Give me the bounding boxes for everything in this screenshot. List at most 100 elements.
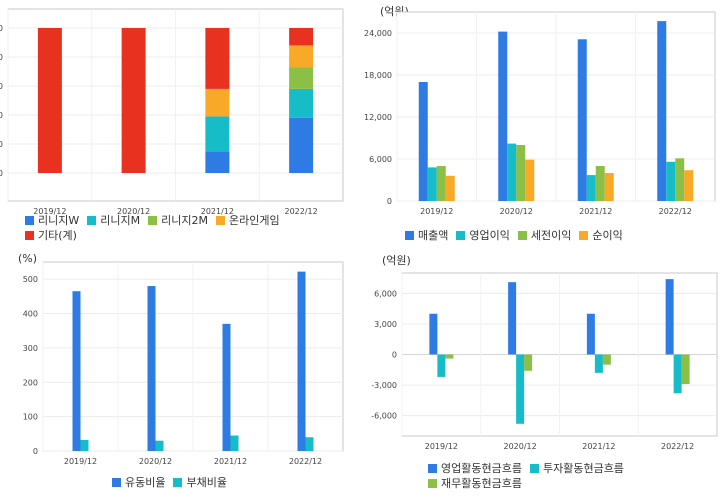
bar [305, 437, 314, 451]
legend-label: 기타(계) [38, 229, 77, 242]
x-tick-label: 2022/12 [285, 207, 318, 216]
bar [437, 354, 446, 377]
legend-item: 리니지W [25, 213, 79, 228]
y-tick-label: 300 [23, 344, 38, 353]
bar [516, 145, 526, 201]
bar [498, 31, 508, 201]
x-tick-label: 2020/12 [500, 207, 533, 216]
legend-item: 영업이익 [456, 228, 510, 243]
bar [595, 166, 605, 201]
x-tick-label: 2019/12 [425, 442, 458, 451]
y-tick-label: 0 [392, 351, 397, 360]
revenue-mix-legend: 리니지W 리니지M 리니지2M 온라인게임기타(계) [25, 213, 345, 243]
ratios-panel: (%) 0 100 200 300 400 500 2019/12 2020/12 2021/1… [0, 248, 360, 496]
legend-item: 유동비율 [112, 475, 165, 490]
legend-label: 리니지M [100, 214, 141, 227]
legend-label: 영업이익 [469, 229, 510, 242]
legend-swatch [428, 479, 437, 488]
bar [436, 166, 446, 201]
y-tick-label: 400 [23, 310, 38, 319]
x-tick-label: 2021/12 [582, 442, 615, 451]
legend-item: 투자활동현금흐름 [529, 461, 624, 476]
y-tick-label: 6,000 [369, 155, 392, 164]
x-tick-label: 2020/12 [139, 457, 172, 466]
y-tick-label: -6,000 [371, 412, 397, 421]
x-tick-label: 2022/12 [661, 442, 694, 451]
y-tick-label: 40 [0, 111, 3, 120]
y-tick-label: 20 [0, 140, 3, 149]
bar [445, 175, 455, 201]
legend-swatch [405, 231, 414, 240]
legend-label: 리니지W [38, 214, 80, 227]
x-tick-label: 2022/12 [289, 457, 322, 466]
legend-item: 기타(계) [25, 228, 77, 243]
y-tick-label: 80 [0, 53, 3, 62]
legend-swatch [428, 464, 437, 473]
ratios-unit-label: (%) [18, 252, 38, 265]
legend-item: 매출액 [405, 228, 448, 243]
bar [524, 354, 533, 371]
legend-item: 영업활동현금흐름 [428, 461, 522, 476]
y-tick-label: 200 [23, 378, 38, 387]
bar [525, 159, 535, 201]
bar [604, 173, 614, 201]
bar [222, 323, 231, 451]
x-tick-label: 2021/12 [579, 207, 612, 216]
y-tick-label: 24,000 [364, 29, 392, 38]
bar [427, 167, 437, 201]
x-tick-label: 2021/12 [201, 207, 234, 216]
bar [681, 354, 690, 385]
bar [205, 28, 230, 89]
bar [289, 45, 314, 68]
legend-label: 유동비율 [125, 476, 166, 489]
legend-label: 온라인게임 [228, 214, 280, 227]
y-tick-label: -3,000 [371, 381, 397, 390]
legend-item: 리니지2M [148, 213, 208, 228]
legend-label: 부채비율 [186, 476, 227, 489]
legend-swatch [25, 231, 34, 240]
ratios-chart: 0 100 200 300 400 500 2019/12 2020/12 2021/12 202… [23, 261, 344, 466]
y-tick-label: 6,000 [374, 289, 397, 298]
cashflow-chart: -6,000 -3,000 0 3,000 6,000 2019/12 2020/12 202… [371, 272, 718, 451]
y-tick-label: 0 [0, 169, 3, 178]
cashflow-panel: (억원) -6,000 -3,000 0 3,000 6,000 2019/12 2020/… [360, 248, 720, 496]
x-tick-label: 2019/12 [33, 207, 66, 216]
bar [577, 39, 587, 201]
legend-item: 순이익 [579, 228, 623, 243]
x-tick-label: 2019/12 [64, 457, 97, 466]
bar [80, 440, 89, 451]
bar [429, 313, 438, 355]
legend-swatch [25, 216, 34, 225]
legend-swatch [517, 231, 527, 240]
ratios-legend: 유동비율 부채비율 [112, 475, 352, 490]
bar [72, 291, 81, 451]
legend-swatch [456, 231, 466, 240]
bar [121, 28, 146, 173]
bar [508, 282, 517, 355]
legend-label: 순이익 [592, 229, 623, 242]
bar [594, 354, 603, 373]
bar [586, 313, 595, 355]
x-tick-label: 2022/12 [659, 207, 692, 216]
legend-item: 온라인게임 [215, 213, 280, 228]
profit-legend: 매출액 영업이익 세전이익 순이익 [405, 228, 715, 243]
cashflow-legend: 영업활동현금흐름 투자활동현금흐름재무활동현금흐름 [428, 461, 708, 491]
bar [684, 170, 694, 201]
legend-label: 리니지2M [161, 214, 208, 227]
bar [205, 116, 230, 152]
legend-item: 리니지M [87, 213, 140, 228]
revenue-mix-chart: 0 20 40 60 80 100 2019/12 2020/12 2021/12 2022/12 [0, 8, 344, 216]
x-tick-label: 2020/12 [117, 207, 150, 216]
bar [445, 354, 454, 359]
legend-swatch [529, 464, 539, 473]
legend-label: 세전이익 [530, 229, 572, 242]
legend-swatch [215, 216, 225, 225]
bar [205, 88, 230, 117]
bar [418, 82, 428, 201]
bar [155, 440, 164, 451]
bar [297, 271, 306, 451]
legend-label: 매출액 [418, 229, 449, 242]
x-tick-label: 2019/12 [420, 207, 453, 216]
legend-swatch [148, 216, 158, 225]
bar [205, 151, 230, 173]
